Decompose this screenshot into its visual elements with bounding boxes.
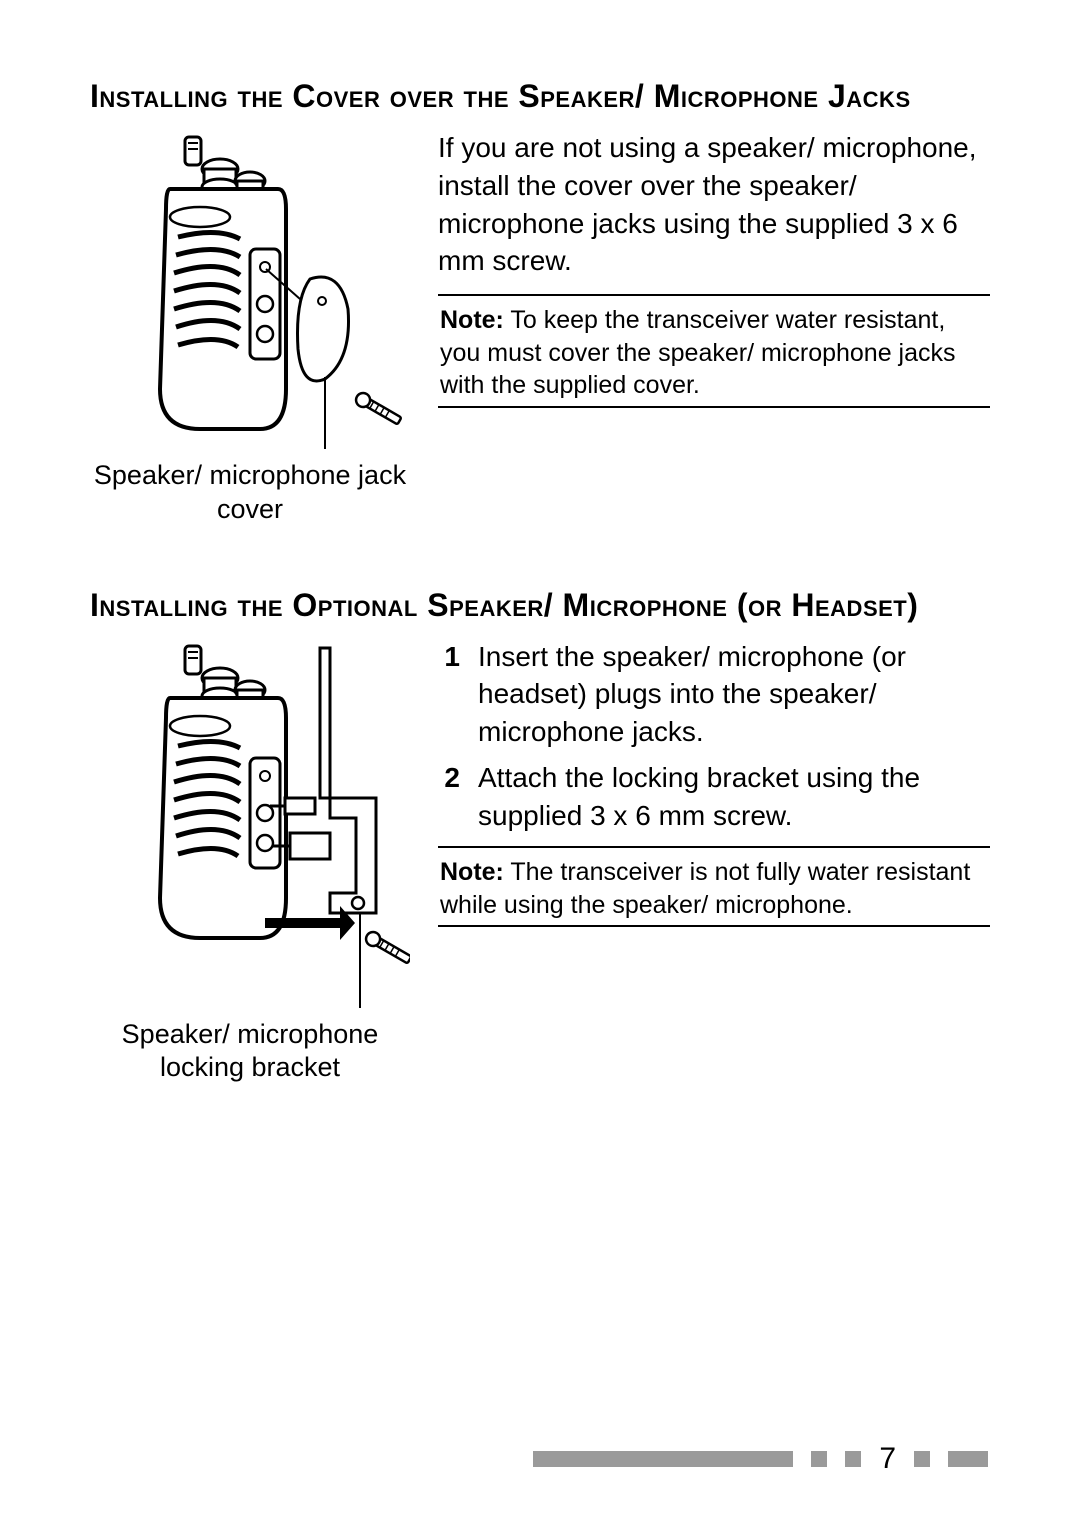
note-text: To keep the transceiver water resistant,… — [440, 306, 956, 399]
section1-body: If you are not using a speaker/ micropho… — [438, 129, 990, 280]
divider — [438, 925, 990, 927]
divider — [438, 406, 990, 408]
footer-square-icon — [914, 1451, 930, 1467]
section2: Speaker/ microphone locking bracket 1 In… — [90, 638, 990, 1086]
section1-text: If you are not using a speaker/ micropho… — [438, 129, 990, 527]
section1-heading: Installing the Cover over the Speaker/ M… — [90, 78, 990, 115]
step-item: 1 Insert the speaker/ microphone (or hea… — [438, 638, 990, 751]
footer-square-icon — [948, 1451, 988, 1467]
section2-heading: Installing the Optional Speaker/ Microph… — [90, 587, 990, 624]
footer-square-icon — [811, 1451, 827, 1467]
divider — [438, 294, 990, 296]
divider — [438, 846, 990, 848]
footer-bar — [533, 1451, 793, 1467]
section1: Speaker/ microphone jack cover If you ar… — [90, 129, 990, 527]
page-footer: 7 — [0, 1442, 1080, 1476]
figure2-column: Speaker/ microphone locking bracket — [90, 638, 410, 1086]
section1-note: Note: To keep the transceiver water resi… — [438, 304, 990, 402]
footer-square-icon — [845, 1451, 861, 1467]
step-text: Insert the speaker/ microphone (or heads… — [478, 638, 990, 751]
steps-list: 1 Insert the speaker/ microphone (or hea… — [438, 638, 990, 843]
section2-text: 1 Insert the speaker/ microphone (or hea… — [438, 638, 990, 1086]
note-label: Note: — [440, 858, 504, 886]
note-label: Note: — [440, 306, 504, 334]
step-number: 1 — [438, 638, 460, 751]
section2-note: Note: The transceiver is not fully water… — [438, 856, 990, 921]
radio-bracket-illustration — [90, 638, 410, 1018]
manual-page: Installing the Cover over the Speaker/ M… — [0, 0, 1080, 1521]
step-number: 2 — [438, 759, 460, 835]
figure2-caption: Speaker/ microphone locking bracket — [90, 1018, 410, 1086]
figure1-caption: Speaker/ microphone jack cover — [90, 459, 410, 527]
step-text: Attach the locking bracket using the sup… — [478, 759, 990, 835]
step-item: 2 Attach the locking bracket using the s… — [438, 759, 990, 835]
radio-cover-illustration — [90, 129, 410, 459]
note-text: The transceiver is not fully water resis… — [440, 858, 970, 919]
page-number: 7 — [879, 1442, 896, 1476]
figure1-column: Speaker/ microphone jack cover — [90, 129, 410, 527]
